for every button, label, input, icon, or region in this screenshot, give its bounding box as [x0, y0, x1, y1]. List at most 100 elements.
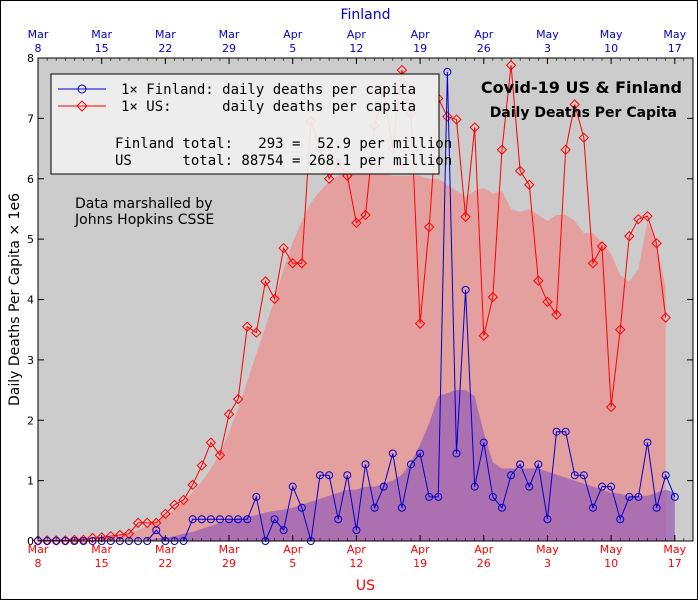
point-finland	[461, 285, 470, 294]
point-finland	[334, 515, 343, 524]
x-tick-label-bottom-day: 29	[222, 557, 236, 570]
point-us	[624, 230, 635, 242]
x-tick-label-bottom-month: Apr	[474, 543, 494, 556]
band-finland	[38, 390, 675, 541]
x-tick-label-top-day: 12	[349, 42, 363, 55]
x-tick-label-top-month: Mar	[28, 28, 49, 41]
point-us	[423, 221, 435, 233]
x-tick-label-bottom-day: 10	[604, 557, 618, 570]
point-finland	[507, 471, 516, 480]
y-axis-label: Daily Deaths Per Capita × 1e6	[7, 193, 23, 406]
x-tick-label-bottom-month: May	[663, 543, 686, 556]
y-tick-label: 3	[27, 354, 34, 367]
point-finland	[152, 526, 161, 535]
point-finland	[252, 492, 261, 501]
x-tick-label-bottom-day: 26	[477, 557, 491, 570]
point-us	[178, 494, 189, 506]
x-tick-label-top-month: Mar	[219, 28, 240, 41]
point-us	[487, 291, 499, 303]
x-tick-label-bottom-month: May	[536, 543, 559, 556]
x-tick-label-bottom-month: Apr	[411, 543, 431, 556]
y-tick-label: 7	[27, 112, 34, 125]
x-tick-label-bottom-month: Mar	[91, 543, 112, 556]
point-us	[187, 479, 198, 491]
x-axis-label-top: Finland	[340, 7, 390, 23]
point-finland	[379, 482, 388, 491]
point-us	[360, 209, 371, 221]
point-finland	[316, 471, 325, 480]
point-finland	[470, 482, 479, 491]
x-tick-label-bottom-month: May	[600, 543, 623, 556]
annotation-line-1: Data marshalled by	[75, 196, 213, 212]
point-us	[442, 111, 453, 122]
point-us	[414, 318, 426, 329]
legend-box	[50, 73, 440, 175]
point-us	[642, 210, 653, 222]
x-tick-label-bottom-day: 5	[289, 557, 296, 570]
point-us	[605, 401, 617, 413]
point-finland	[270, 515, 279, 524]
point-finland	[370, 503, 379, 512]
point-us	[542, 296, 553, 308]
legend-us-marker	[76, 100, 88, 112]
total-finland: Finland total: 293 = 52.9 per million	[115, 136, 452, 152]
point-us	[151, 517, 162, 529]
series-lines	[32, 60, 679, 546]
point-finland	[525, 482, 534, 491]
point-us	[451, 114, 462, 125]
point-us	[141, 517, 153, 529]
x-tick-label-top-month: May	[663, 28, 686, 41]
point-finland	[279, 526, 288, 535]
point-finland	[406, 460, 415, 469]
point-us	[569, 99, 580, 110]
point-finland	[416, 449, 425, 458]
x-tick-label-top-day: 15	[95, 42, 109, 55]
point-us	[351, 217, 362, 229]
point-finland	[397, 503, 406, 512]
point-finland	[652, 503, 661, 512]
legend-finland-label: 1× Finland: daily deaths per capita	[121, 82, 416, 98]
chart-title: Covid-19 US & Finland	[481, 78, 682, 97]
point-finland	[361, 460, 370, 469]
point-finland	[425, 492, 434, 501]
point-us	[514, 165, 526, 177]
point-finland	[516, 460, 525, 469]
point-us	[496, 144, 508, 155]
point-us	[633, 213, 644, 225]
x-tick-label-bottom-day: 22	[158, 557, 172, 570]
x-tick-label-top-month: Apr	[474, 28, 494, 41]
x-tick-label-top-day: 29	[222, 42, 236, 55]
x-tick-label-top-month: Apr	[347, 28, 367, 41]
point-finland	[579, 471, 588, 480]
y-tick-label: 4	[27, 294, 34, 307]
point-us	[132, 517, 144, 529]
point-us	[169, 499, 180, 510]
x-tick-label-bottom-month: Mar	[155, 543, 176, 556]
point-finland	[534, 460, 543, 469]
point-us	[651, 238, 662, 249]
x-tick-label-top-month: Mar	[155, 28, 176, 41]
x-tick-label-top-day: 8	[35, 42, 42, 55]
point-us	[223, 409, 235, 420]
x-tick-label-top-day: 19	[413, 42, 427, 55]
point-us	[596, 241, 608, 252]
point-finland	[388, 449, 397, 458]
point-us	[615, 324, 626, 335]
point-us	[160, 508, 171, 520]
x-tick-label-bottom-month: Mar	[219, 543, 240, 556]
x-tick-label-top-month: May	[536, 28, 559, 41]
point-finland	[197, 515, 206, 524]
x-tick-label-top-day: 22	[158, 42, 172, 55]
point-us	[269, 293, 280, 305]
point-us	[87, 532, 98, 544]
y-tick-label: 0	[27, 535, 34, 548]
point-finland	[452, 449, 461, 458]
point-finland	[661, 471, 670, 480]
point-finland	[479, 438, 488, 447]
x-tick-label-top-day: 10	[604, 42, 618, 55]
x-tick-label-bottom-day: 8	[35, 557, 42, 570]
point-us	[278, 242, 289, 254]
x-tick-label-top-month: Apr	[411, 28, 431, 41]
point-finland	[598, 482, 607, 491]
